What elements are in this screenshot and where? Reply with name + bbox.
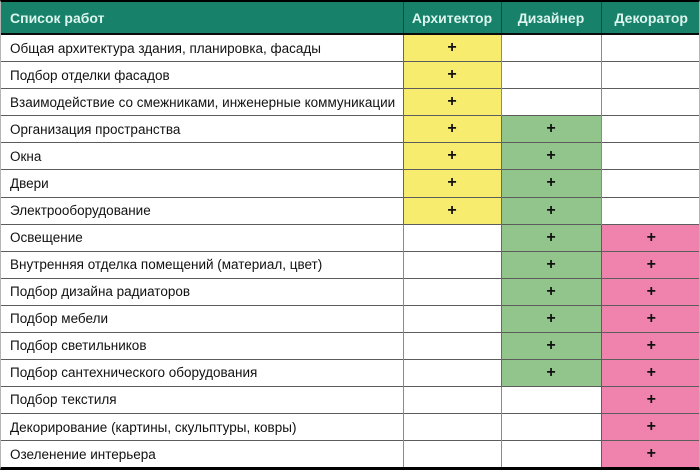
table-row: Подбор отделки фасадов + <box>1 61 699 89</box>
table-row: Двери + + <box>1 169 699 198</box>
architect-mark-cell: + <box>402 61 501 89</box>
architect-mark-cell <box>402 250 501 279</box>
architect-mark-cell <box>402 358 501 387</box>
table-row: Взаимодействие со смежниками, инженерные… <box>1 88 699 116</box>
architect-mark-cell <box>402 304 501 333</box>
task-label: Озеленение интерьера <box>1 440 403 467</box>
table-row: Подбор дизайна радиаторов + + <box>1 277 699 306</box>
designer-mark-cell <box>500 413 601 441</box>
task-label: Электрооборудование <box>1 196 403 225</box>
column-header-tasks: Список работ <box>1 2 403 35</box>
table-row: Электрооборудование + + <box>1 196 699 225</box>
decorator-mark-cell: + <box>600 250 699 279</box>
decorator-mark-cell: + <box>600 304 699 333</box>
decorator-mark-cell <box>600 34 699 62</box>
decorator-mark-cell: + <box>600 223 699 252</box>
task-label: Подбор сантехнического оборудования <box>1 358 403 387</box>
architect-mark-cell <box>402 223 501 252</box>
designer-mark-cell: + <box>500 169 601 198</box>
decorator-mark-cell: + <box>600 385 699 414</box>
decorator-mark-cell <box>600 61 699 89</box>
architect-mark-cell <box>402 440 501 467</box>
designer-mark-cell: + <box>500 115 601 143</box>
decorator-mark-cell <box>600 142 699 170</box>
table-row: Декорирование (картины, скульптуры, ковр… <box>1 413 699 441</box>
table-row: Внутренняя отделка помещений (материал, … <box>1 250 699 279</box>
header-row: Список работ Архитектор Дизайнер Декорат… <box>1 2 699 35</box>
designer-mark-cell <box>500 385 601 414</box>
task-label: Организация пространства <box>1 115 403 143</box>
table-row: Подбор текстиля + <box>1 385 699 414</box>
designer-mark-cell: + <box>500 250 601 279</box>
architect-mark-cell: + <box>402 34 501 62</box>
column-header-decorator: Декоратор <box>600 2 699 35</box>
architect-mark-cell <box>402 385 501 414</box>
decorator-mark-cell <box>600 88 699 116</box>
task-label: Подбор текстиля <box>1 385 403 414</box>
column-header-architect: Архитектор <box>402 2 501 35</box>
designer-mark-cell: + <box>500 358 601 387</box>
architect-mark-cell <box>402 331 501 360</box>
architect-mark-cell: + <box>402 142 501 170</box>
decorator-mark-cell: + <box>600 413 699 441</box>
task-label: Подбор мебели <box>1 304 403 333</box>
table-row: Организация пространства + + <box>1 115 699 143</box>
decorator-mark-cell: + <box>600 358 699 387</box>
table-row: Подбор светильников + + <box>1 331 699 360</box>
task-label: Декорирование (картины, скульптуры, ковр… <box>1 413 403 441</box>
decorator-mark-cell: + <box>600 277 699 306</box>
task-label: Взаимодействие со смежниками, инженерные… <box>1 88 403 116</box>
decorator-mark-cell <box>600 115 699 143</box>
column-header-designer: Дизайнер <box>500 2 601 35</box>
architect-mark-cell: + <box>402 196 501 225</box>
architect-mark-cell: + <box>402 169 501 198</box>
table-row: Окна + + <box>1 142 699 170</box>
task-label: Окна <box>1 142 403 170</box>
task-label: Подбор светильников <box>1 331 403 360</box>
architect-mark-cell: + <box>402 88 501 116</box>
decorator-mark-cell <box>600 169 699 198</box>
designer-mark-cell: + <box>500 196 601 225</box>
decorator-mark-cell: + <box>600 440 699 467</box>
designer-mark-cell <box>500 34 601 62</box>
designer-mark-cell: + <box>500 277 601 306</box>
designer-mark-cell <box>500 61 601 89</box>
designer-mark-cell <box>500 88 601 116</box>
table-body: Общая архитектура здания, планировка, фа… <box>1 34 699 467</box>
designer-mark-cell: + <box>500 223 601 252</box>
task-label: Общая архитектура здания, планировка, фа… <box>10 40 321 56</box>
table-row: Освещение + + <box>1 223 699 252</box>
task-label: Подбор отделки фасадов <box>1 61 403 89</box>
table-row: Общая архитектура здания, планировка, фа… <box>1 34 699 62</box>
architect-mark-cell <box>402 413 501 441</box>
designer-mark-cell <box>500 440 601 467</box>
decorator-mark-cell <box>600 196 699 225</box>
task-label: Подбор дизайна радиаторов <box>1 277 403 306</box>
table-row: Озеленение интерьера + <box>1 440 699 467</box>
table-row: Подбор сантехнического оборудования + + <box>1 358 699 387</box>
task-label: Двери <box>1 169 403 198</box>
table-row: Подбор мебели + + <box>1 304 699 333</box>
decorator-mark-cell: + <box>600 331 699 360</box>
task-label: Внутренняя отделка помещений (материал, … <box>1 250 403 279</box>
table-header: Список работ Архитектор Дизайнер Декорат… <box>1 2 699 35</box>
architect-mark-cell <box>402 277 501 306</box>
architect-mark-cell: + <box>402 115 501 143</box>
designer-mark-cell: + <box>500 142 601 170</box>
designer-mark-cell: + <box>500 331 601 360</box>
designer-mark-cell: + <box>500 304 601 333</box>
task-label: Освещение <box>1 223 403 252</box>
